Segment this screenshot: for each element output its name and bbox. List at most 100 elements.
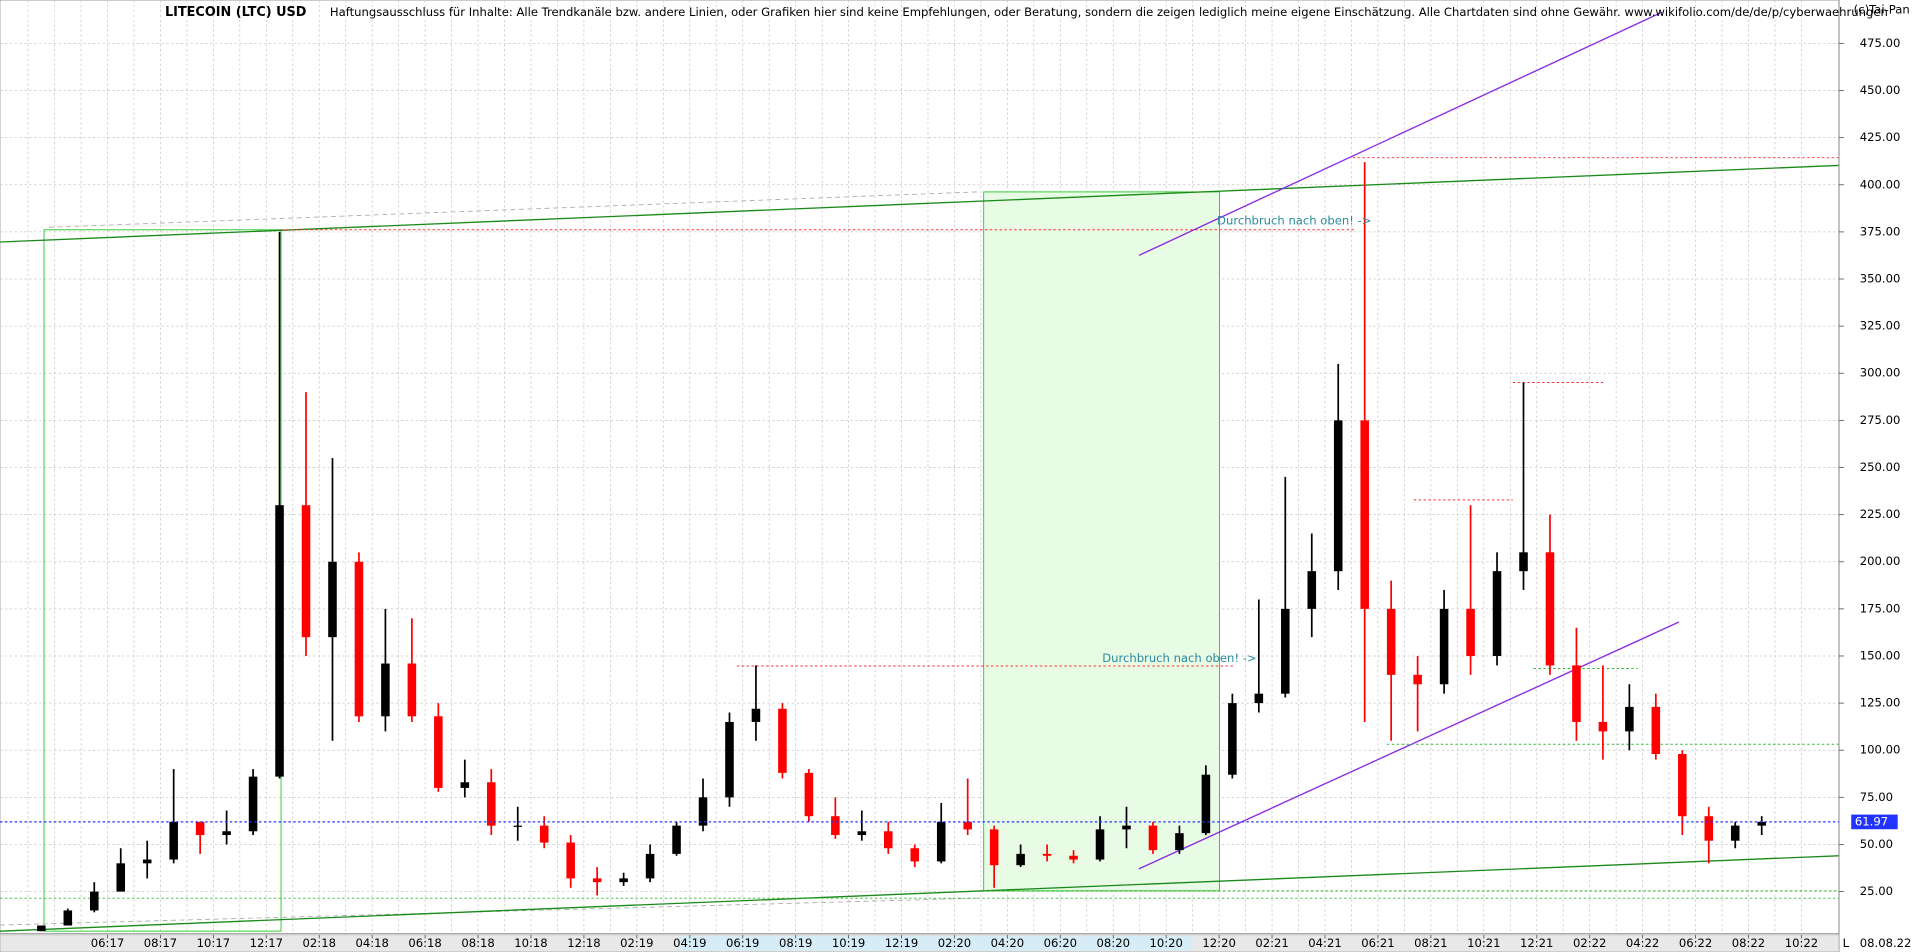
candle-body (1281, 608, 1290, 694)
candle-body (831, 816, 840, 836)
candle-body (1413, 674, 1422, 685)
candle-body (672, 825, 681, 854)
trend-line (0, 164, 1848, 243)
candle-body (460, 782, 470, 788)
x-tick-label: 04:22 (1626, 936, 1659, 950)
drawings (0, 11, 1848, 932)
candle-body (936, 821, 946, 862)
candle-body (1439, 608, 1449, 685)
candles (37, 162, 1766, 932)
candle-body (89, 891, 99, 911)
candle-body (1148, 825, 1158, 851)
annotation: Durchbruch nach oben! -> (1102, 651, 1256, 665)
y-tick-label: 350.00 (1860, 272, 1901, 286)
candle-body (1360, 420, 1369, 609)
candle-body (354, 561, 364, 717)
x-tick-label: 06:22 (1679, 936, 1712, 950)
candle-body (1254, 693, 1264, 704)
date-label: 08.08.22 (1860, 936, 1912, 950)
candle-body (645, 853, 655, 879)
x-tick-label: 04:19 (673, 936, 706, 950)
x-tick-label: 02:19 (620, 936, 653, 950)
x-tick-label: 02:22 (1573, 936, 1606, 950)
candle-body (37, 925, 46, 932)
x-tick-label: 02:18 (303, 936, 336, 950)
candle-body (222, 831, 231, 836)
y-tick-label: 450.00 (1860, 83, 1901, 97)
x-tick-label: 06:19 (726, 936, 759, 950)
candle-body (1307, 571, 1317, 609)
candle-body (169, 821, 178, 860)
y-tick-label: 225.00 (1860, 507, 1901, 521)
y-tick-label: 25.00 (1860, 884, 1893, 898)
candle-body (778, 708, 787, 773)
candle-body (1016, 853, 1025, 866)
x-tick-label: 12:19 (885, 936, 918, 950)
x-tick-label: 12:20 (1202, 936, 1235, 950)
candle-body (1175, 833, 1184, 851)
trend-line (0, 854, 1848, 932)
candle-body (381, 663, 390, 717)
candle-body (1095, 829, 1105, 860)
candle-body (619, 878, 628, 883)
axis-highlight (679, 936, 1193, 951)
candle-body (513, 825, 523, 827)
candle-body (566, 842, 575, 879)
candle-body (275, 505, 284, 777)
x-tick-label: 12:17 (250, 936, 283, 950)
candle-body (1519, 552, 1528, 572)
annotation: Durchbruch nach oben! -> (1217, 214, 1371, 228)
x-tick-label: 02:20 (938, 936, 971, 950)
last-price-box (1851, 814, 1898, 830)
y-tick-label: 275.00 (1860, 413, 1901, 427)
x-tick-label: 06:18 (408, 936, 441, 950)
x-tick-label: 10:17 (197, 936, 230, 950)
chart-title: LITECOIN (LTC) USD (165, 5, 306, 20)
x-tick-label: 04:21 (1308, 936, 1341, 950)
x-tick-label: 06:20 (1044, 936, 1077, 950)
y-tick-label: 475.00 (1860, 36, 1901, 50)
candle-body (1625, 706, 1634, 732)
copyright: (c)Tai-Pan (1854, 2, 1910, 16)
y-tick-label: 425.00 (1860, 130, 1901, 144)
candle-body (804, 772, 814, 817)
candle-body (1386, 608, 1396, 675)
candle-body (989, 829, 999, 866)
y-tick-label: 175.00 (1860, 601, 1901, 615)
candle-body (1651, 706, 1661, 754)
candle-body (1201, 774, 1211, 834)
candle-body (1333, 420, 1343, 572)
x-tick-label: 10:19 (832, 936, 865, 950)
candle-body (1598, 721, 1608, 732)
y-tick-label: 125.00 (1860, 696, 1901, 710)
x-tick-label: 10:21 (1467, 936, 1500, 950)
x-tick-label: 08:22 (1732, 936, 1765, 950)
x-tick-label: 02:21 (1255, 936, 1288, 950)
highlight-box (983, 191, 1220, 892)
candle-body (487, 782, 496, 826)
candle-body (857, 831, 867, 836)
y-tick-label: 400.00 (1860, 177, 1901, 191)
x-tick-label: 10:20 (1149, 936, 1182, 950)
candle-body (407, 663, 417, 717)
candle-body (1228, 703, 1237, 775)
candle-body (910, 848, 920, 862)
candle-body (195, 821, 205, 836)
x-tick-label: 04:18 (355, 936, 388, 950)
x-tick-label: 08:21 (1414, 936, 1447, 950)
right-axis (1839, 0, 1916, 952)
candle-body (1042, 853, 1052, 856)
disclaimer: Haftungsausschluss für Inhalte: Alle Tre… (330, 5, 1888, 19)
y-tick-label: 300.00 (1860, 366, 1901, 380)
trend-line (1138, 621, 1680, 870)
candle-body (301, 505, 311, 638)
candle-body (116, 863, 126, 892)
x-tick-label: 12:21 (1520, 936, 1553, 950)
x-tick-label: 10:22 (1785, 936, 1818, 950)
y-tick-label: 325.00 (1860, 319, 1901, 333)
candle-body (248, 776, 258, 832)
candle-body (1122, 825, 1131, 830)
x-tick-label: 06:21 (1361, 936, 1394, 950)
